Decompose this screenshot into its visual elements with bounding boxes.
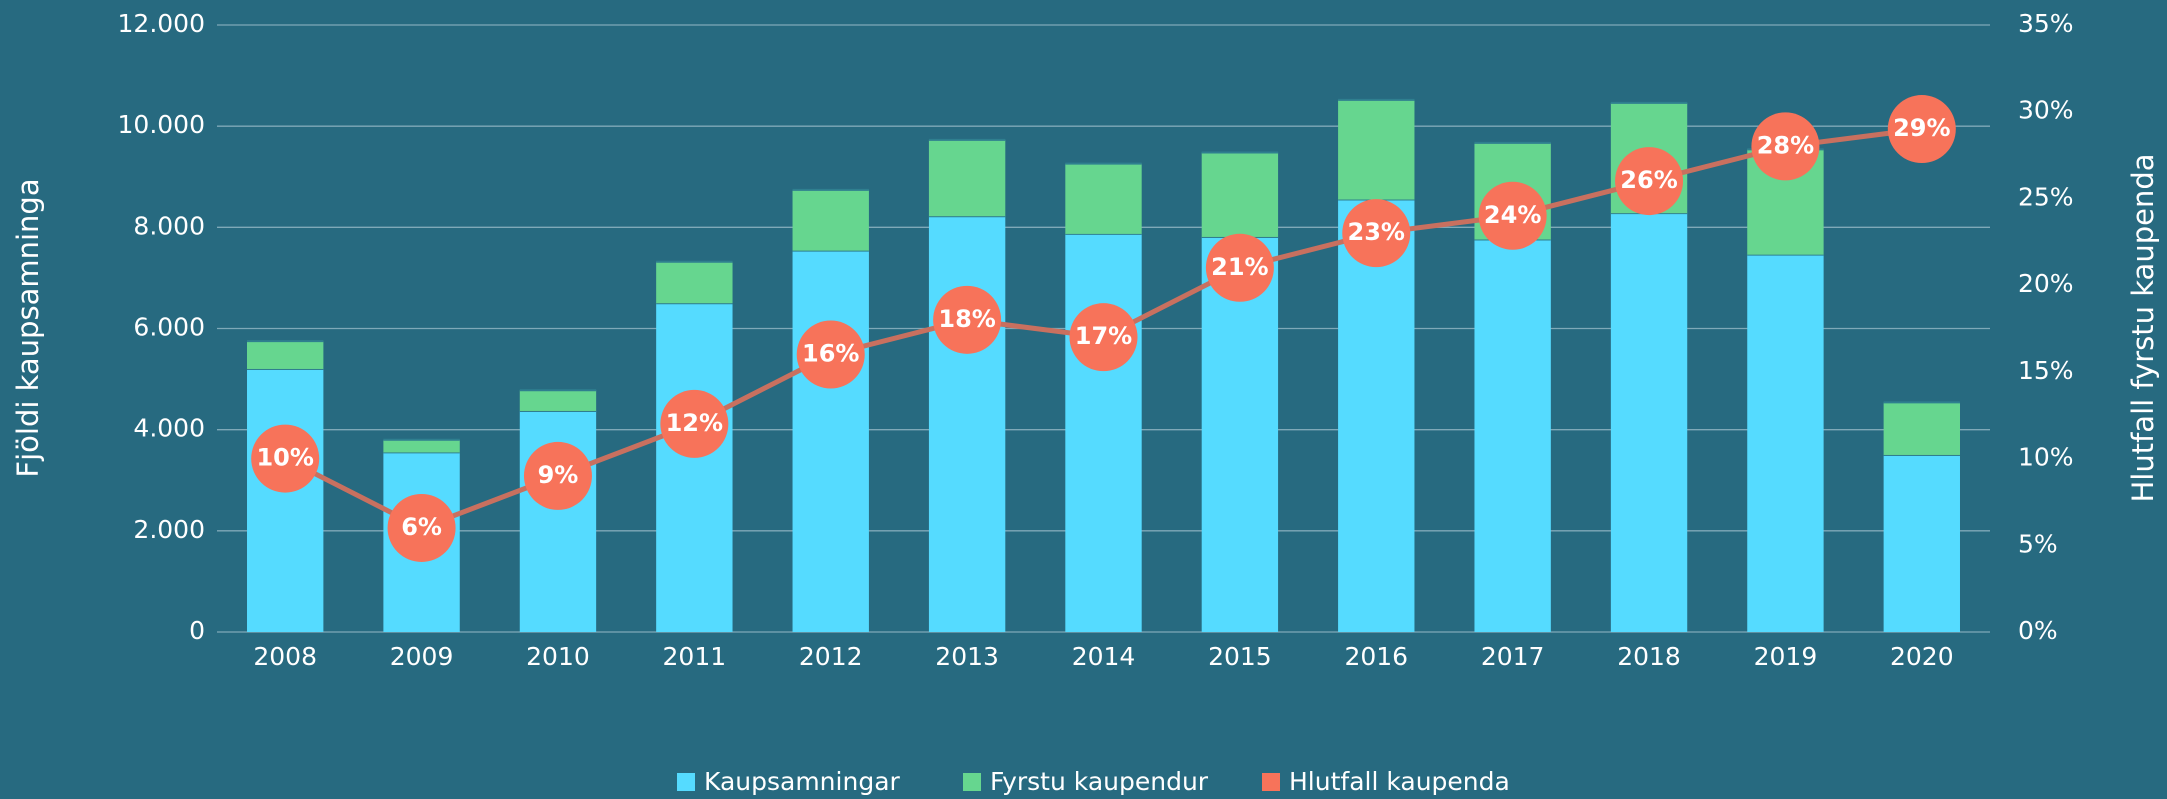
- bar-segment: [1883, 402, 1960, 455]
- point: [933, 285, 1002, 354]
- point: [1342, 199, 1411, 268]
- legend-swatch: [677, 773, 695, 791]
- bar-segment: [1474, 239, 1551, 632]
- data-label: 18%: [938, 305, 995, 333]
- y-tick-label: 4.000: [133, 414, 205, 443]
- data-label: 10%: [256, 444, 313, 472]
- x-tick-label: 2011: [663, 642, 727, 671]
- data-label: 17%: [1075, 322, 1132, 350]
- x-tick-label: 2012: [799, 642, 863, 671]
- y-tick-label: 2.000: [133, 515, 205, 544]
- point: [387, 493, 456, 562]
- data-label: 12%: [666, 409, 723, 437]
- point: [1751, 112, 1820, 181]
- bar-segment: [383, 439, 460, 453]
- point: [251, 424, 320, 493]
- y2-tick-label: 30%: [2018, 96, 2074, 125]
- x-tick-label: 2018: [1617, 642, 1681, 671]
- y-tick-label: 10.000: [118, 110, 205, 139]
- legend-swatch: [963, 773, 981, 791]
- legend-swatch: [1262, 773, 1280, 791]
- point: [523, 441, 592, 510]
- bar-segment: [1338, 199, 1415, 632]
- bar-segment: [1201, 152, 1279, 237]
- bar-segment: [519, 390, 597, 411]
- point: [796, 320, 865, 389]
- y2-tick-label: 0%: [2018, 616, 2058, 645]
- point: [1205, 233, 1274, 302]
- y2-axis-title: Hlutfall fyrstu kaupenda: [2126, 153, 2160, 502]
- y-axis-title: Fjöldi kaupsamninga: [11, 178, 45, 477]
- y2-tick-label: 35%: [2018, 9, 2074, 38]
- y-tick-label: 0: [189, 616, 205, 645]
- y-tick-label: 12.000: [118, 9, 205, 38]
- x-tick-label: 2013: [935, 642, 999, 671]
- data-label: 28%: [1757, 131, 1814, 159]
- y2-tick-label: 5%: [2018, 529, 2058, 558]
- data-label: 16%: [802, 340, 859, 368]
- x-tick-label: 2009: [390, 642, 454, 671]
- bar-segment: [656, 261, 733, 304]
- x-tick-label: 2020: [1890, 642, 1954, 671]
- y-tick-label: 6.000: [133, 313, 205, 342]
- legend-label: Kaupsamningar: [704, 767, 901, 796]
- data-label: 26%: [1620, 166, 1677, 194]
- x-tick-label: 2008: [253, 642, 317, 671]
- data-label: 23%: [1348, 218, 1405, 246]
- bar-segment: [1747, 254, 1824, 633]
- y-tick-label: 8.000: [133, 211, 205, 240]
- point: [1615, 147, 1684, 216]
- bar-segment: [792, 189, 869, 251]
- y2-tick-label: 20%: [2018, 269, 2074, 298]
- x-tick-label: 2019: [1754, 642, 1818, 671]
- x-tick-label: 2014: [1072, 642, 1136, 671]
- point: [1478, 181, 1547, 250]
- point: [1887, 95, 1956, 164]
- bar-segment: [1338, 99, 1415, 200]
- legend-label: Hlutfall kaupenda: [1289, 767, 1510, 796]
- point: [660, 389, 729, 458]
- bar-segment: [656, 303, 733, 632]
- legend-label: Fyrstu kaupendur: [990, 767, 1209, 796]
- y2-tick-label: 25%: [2018, 182, 2074, 211]
- bar-segment: [1065, 163, 1142, 234]
- bar-segment: [928, 216, 1006, 632]
- bar-segment: [928, 139, 1006, 217]
- data-label: 6%: [401, 513, 442, 541]
- bar-segment: [1610, 213, 1688, 633]
- point: [1069, 303, 1138, 372]
- y2-tick-label: 15%: [2018, 356, 2074, 385]
- bar-segment: [247, 368, 324, 632]
- bar-segment: [1883, 454, 1960, 632]
- data-label: 21%: [1211, 253, 1268, 281]
- x-tick-label: 2015: [1208, 642, 1272, 671]
- data-label: 24%: [1484, 201, 1541, 229]
- y2-tick-label: 10%: [2018, 443, 2074, 472]
- data-label: 9%: [538, 461, 579, 489]
- data-label: 29%: [1893, 114, 1950, 142]
- bar-segment: [247, 341, 324, 369]
- x-tick-label: 2016: [1344, 642, 1408, 671]
- x-tick-label: 2010: [526, 642, 590, 671]
- x-tick-label: 2017: [1481, 642, 1545, 671]
- bar-segment: [1201, 236, 1279, 633]
- bar-segment: [792, 250, 869, 632]
- bar-segment: [1065, 233, 1142, 632]
